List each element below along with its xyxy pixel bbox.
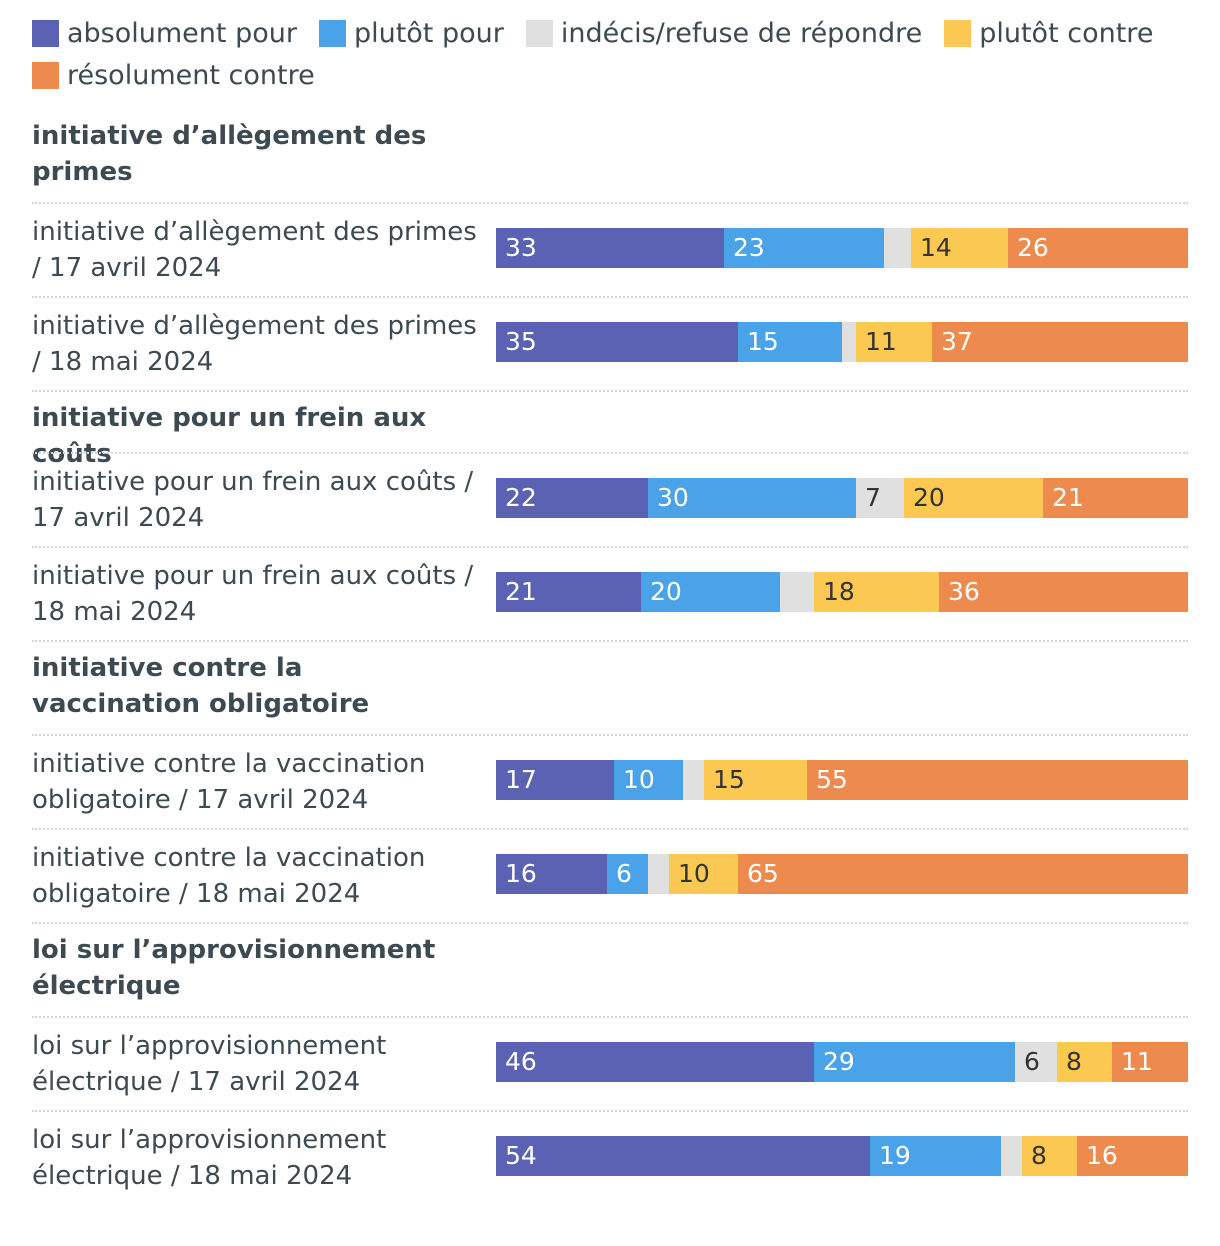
legend: absolument pour plutôt pour indécis/refuse… — [32, 12, 1192, 96]
legend-swatch-plutot_pour — [318, 19, 346, 47]
bar-segment-resolument: 55 — [807, 760, 1188, 800]
separator — [32, 390, 1188, 392]
stacked-bar: 35 15 11 37 — [496, 322, 1188, 362]
bar-segment-indecis — [648, 854, 669, 894]
bar-segment-plutot_contre: 11 — [856, 322, 932, 362]
bar-segment-plutot_contre: 14 — [911, 228, 1008, 268]
bar-segment-resolument: 11 — [1112, 1042, 1188, 1082]
separator — [32, 1110, 1188, 1112]
bar-segment-plutot_contre: 20 — [904, 478, 1043, 518]
stacked-bar: 54 19 8 16 — [496, 1136, 1188, 1176]
legend-item-resolument: résolument contre — [32, 54, 315, 96]
legend-swatch-absolument — [32, 19, 59, 47]
stacked-bar: 22 30 7 20 21 — [496, 478, 1188, 518]
legend-swatch-plutot_contre — [944, 19, 972, 47]
bar-segment-resolument: 36 — [939, 572, 1188, 612]
bar-segment-absolument: 46 — [496, 1042, 814, 1082]
bar-segment-absolument: 17 — [496, 760, 614, 800]
legend-label-resolument: résolument contre — [67, 59, 315, 91]
bar-segment-plutot_pour: 10 — [614, 760, 683, 800]
bar-segment-plutot_pour: 6 — [607, 854, 648, 894]
bar-segment-indecis — [780, 572, 814, 612]
bar-segment-resolument: 16 — [1077, 1136, 1188, 1176]
bar-segment-indecis — [884, 228, 911, 268]
bar-segment-indecis: 7 — [856, 478, 904, 518]
bar-segment-plutot_pour: 20 — [641, 572, 780, 612]
bar-segment-indecis: 6 — [1015, 1042, 1057, 1082]
legend-item-plutot_pour: plutôt pour — [318, 12, 504, 54]
bar-segment-absolument: 35 — [496, 322, 738, 362]
separator — [32, 1016, 1188, 1018]
bar-segment-resolument: 65 — [738, 854, 1188, 894]
bar-segment-resolument: 37 — [932, 322, 1188, 362]
row-label: loi sur l’approvisionnement électrique /… — [32, 1031, 387, 1097]
bar-segment-absolument: 16 — [496, 854, 607, 894]
bar-segment-plutot_contre: 15 — [704, 760, 807, 800]
legend-label-absolument: absolument pour — [67, 17, 297, 49]
separator — [32, 828, 1188, 830]
bar-segment-absolument: 22 — [496, 478, 648, 518]
bar-segment-plutot_contre: 10 — [669, 854, 738, 894]
bar-segment-indecis — [1001, 1136, 1022, 1176]
bar-segment-indecis — [842, 322, 856, 362]
bar-segment-plutot_contre: 8 — [1022, 1136, 1077, 1176]
separator — [32, 922, 1188, 924]
bar-segment-absolument: 33 — [496, 228, 724, 268]
stacked-bar: 33 23 14 26 — [496, 228, 1188, 268]
stacked-bar: 46 29 6 8 11 — [496, 1042, 1188, 1082]
legend-label-indecis: indécis/refuse de répondre — [560, 17, 923, 49]
group-title: initiative pour un frein aux coûts — [32, 403, 427, 469]
legend-swatch-resolument — [32, 61, 59, 89]
bar-segment-plutot_pour: 29 — [814, 1042, 1015, 1082]
separator — [32, 202, 1188, 204]
legend-label-plutot_contre: plutôt contre — [979, 17, 1154, 49]
separator — [32, 640, 1188, 642]
stacked-bar: 17 10 15 55 — [496, 760, 1188, 800]
group-title: loi sur l’approvisionnement électrique — [32, 935, 436, 1001]
group-title: initiative d’allègement des primes — [32, 121, 427, 187]
legend-item-plutot_contre: plutôt contre — [944, 12, 1153, 54]
row-label: initiative pour un frein aux coûts / 18 … — [32, 561, 474, 627]
row-label: initiative contre la vaccination obligat… — [32, 843, 426, 909]
row-label: initiative d’allègement des primes / 17 … — [32, 217, 477, 283]
stacked-bar: 16 6 10 65 — [496, 854, 1188, 894]
row-label: initiative contre la vaccination obligat… — [32, 749, 426, 815]
separator — [32, 546, 1188, 548]
bar-segment-indecis — [683, 760, 704, 800]
separator — [32, 734, 1188, 736]
bar-segment-resolument: 21 — [1043, 478, 1188, 518]
row-label: initiative d’allègement des primes / 18 … — [32, 311, 477, 377]
bar-segment-plutot_pour: 19 — [870, 1136, 1001, 1176]
legend-item-indecis: indécis/refuse de répondre — [525, 12, 923, 54]
separator — [32, 296, 1188, 298]
bar-segment-plutot_contre: 18 — [814, 572, 939, 612]
legend-label-plutot_pour: plutôt pour — [353, 17, 504, 49]
legend-swatch-indecis — [525, 19, 553, 47]
bar-segment-resolument: 26 — [1008, 228, 1188, 268]
bar-segment-plutot_pour: 15 — [738, 322, 842, 362]
row-label: initiative pour un frein aux coûts / 17 … — [32, 467, 474, 533]
bar-segment-plutot_contre: 8 — [1057, 1042, 1112, 1082]
stacked-bar: 21 20 18 36 — [496, 572, 1188, 612]
legend-item-absolument: absolument pour — [32, 12, 297, 54]
bar-segment-absolument: 21 — [496, 572, 641, 612]
bar-segment-plutot_pour: 30 — [648, 478, 856, 518]
bar-segment-absolument: 54 — [496, 1136, 870, 1176]
bar-segment-plutot_pour: 23 — [724, 228, 884, 268]
separator — [32, 452, 1188, 454]
group-title: initiative contre la vaccination obligat… — [32, 653, 370, 719]
row-label: loi sur l’approvisionnement électrique /… — [32, 1125, 387, 1191]
